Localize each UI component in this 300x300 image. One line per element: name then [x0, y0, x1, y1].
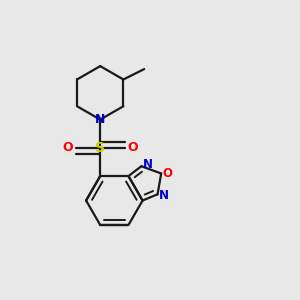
Text: N: N [95, 113, 105, 126]
Text: N: N [143, 158, 153, 171]
Text: O: O [62, 141, 73, 154]
Text: O: O [163, 167, 173, 180]
Text: O: O [127, 141, 138, 154]
Text: N: N [159, 189, 169, 202]
Text: S: S [95, 141, 105, 155]
